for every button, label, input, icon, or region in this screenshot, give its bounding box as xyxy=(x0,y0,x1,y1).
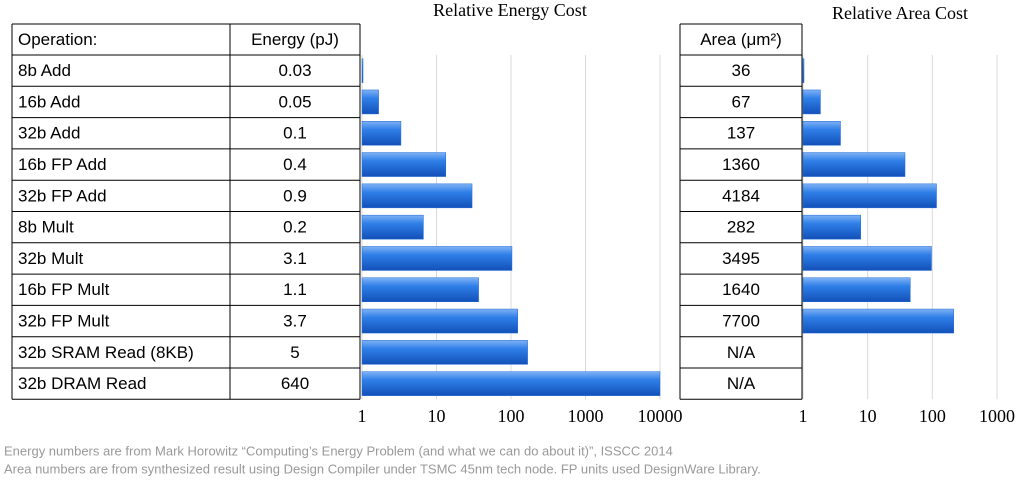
table-cell: 8b Mult xyxy=(18,218,74,237)
bar xyxy=(361,246,513,271)
table-cell: 0.05 xyxy=(278,92,311,111)
table-cell: 3495 xyxy=(722,249,760,268)
footnote: Energy numbers are from Mark Horowitz “C… xyxy=(4,443,673,458)
bar xyxy=(361,277,479,302)
table-cell: 0.9 xyxy=(283,186,307,205)
table-cell: 32b Add xyxy=(18,124,80,143)
table-header: Operation: xyxy=(18,30,97,49)
x-tick-label: 100 xyxy=(919,406,946,426)
table-cell: 4184 xyxy=(722,186,760,205)
bar xyxy=(802,246,932,271)
table-cell: 32b Mult xyxy=(18,249,83,268)
table-header: Area (μm²) xyxy=(700,30,782,49)
bar xyxy=(802,183,937,209)
bar xyxy=(361,183,473,209)
table-cell: 0.2 xyxy=(283,218,307,237)
table-cell: 1640 xyxy=(722,280,760,299)
chart-title: Relative Area Cost xyxy=(832,3,968,23)
table-cell: 137 xyxy=(727,124,755,143)
bar xyxy=(802,152,906,177)
x-tick-label: 100 xyxy=(498,406,525,426)
table-cell: 16b Add xyxy=(18,92,80,111)
bar xyxy=(802,308,954,334)
x-tick-label: 1000 xyxy=(568,406,604,426)
table-cell: 32b FP Add xyxy=(18,186,107,205)
table-cell: 3.1 xyxy=(283,249,307,268)
table-cell: 282 xyxy=(727,218,755,237)
bar xyxy=(361,58,364,83)
table-cell: 0.1 xyxy=(283,124,307,143)
table-cell: 640 xyxy=(281,374,309,393)
table-cell: 0.03 xyxy=(278,61,311,80)
bar xyxy=(361,121,402,146)
chart-title: Relative Energy Cost xyxy=(433,0,587,20)
bar xyxy=(802,121,841,146)
bar xyxy=(802,214,861,240)
table-cell: 36 xyxy=(732,61,751,80)
table-cell: 1360 xyxy=(722,155,760,174)
table-cell: 67 xyxy=(732,92,751,111)
table-cell: 7700 xyxy=(722,312,760,331)
bar xyxy=(361,308,518,334)
table-cell: 32b FP Mult xyxy=(18,312,110,331)
table-cell: N/A xyxy=(727,374,756,393)
bar xyxy=(361,152,446,177)
table-cell: 3.7 xyxy=(283,312,307,331)
bar xyxy=(361,340,528,365)
x-tick-label: 1000 xyxy=(979,406,1015,426)
table-cell: 32b SRAM Read (8KB) xyxy=(18,343,194,362)
table-cell: 5 xyxy=(290,343,299,362)
bar xyxy=(361,89,379,115)
bar xyxy=(361,371,661,396)
table-cell: 16b FP Add xyxy=(18,155,107,174)
table-cell: N/A xyxy=(727,343,756,362)
bar xyxy=(361,214,424,240)
bar xyxy=(802,89,821,115)
table-cell: 1.1 xyxy=(283,280,307,299)
footnote: Area numbers are from synthesized result… xyxy=(4,461,761,476)
x-tick-label: 10000 xyxy=(638,406,683,426)
table-header: Energy (pJ) xyxy=(251,30,339,49)
table-cell: 0.4 xyxy=(283,155,307,174)
x-tick-label: 1 xyxy=(799,406,808,426)
x-tick-label: 10 xyxy=(859,406,877,426)
x-tick-label: 1 xyxy=(358,406,367,426)
x-tick-label: 10 xyxy=(428,406,446,426)
table-cell: 8b Add xyxy=(18,61,71,80)
table-cell: 16b FP Mult xyxy=(18,280,110,299)
table-cell: 32b DRAM Read xyxy=(18,374,147,393)
bar xyxy=(802,58,805,83)
bar xyxy=(802,277,911,302)
